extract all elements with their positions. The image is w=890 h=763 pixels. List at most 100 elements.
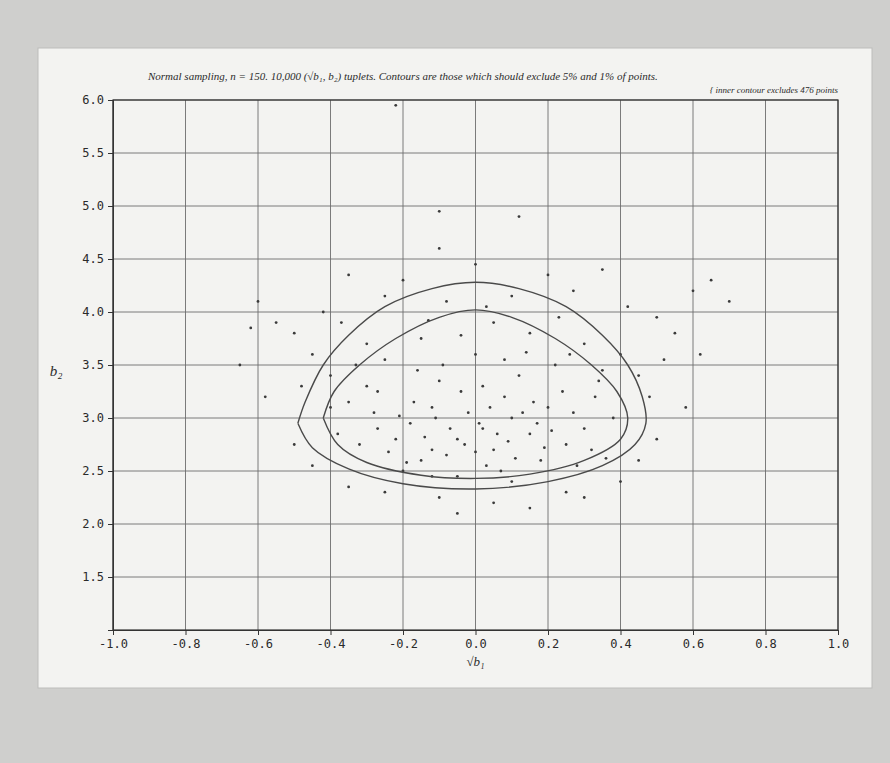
point: [405, 461, 408, 464]
point: [394, 438, 397, 441]
x-tick: 0.2: [538, 630, 560, 651]
point: [474, 451, 477, 454]
grid-line-y: [113, 259, 838, 260]
point: [402, 279, 405, 282]
chart: -1.0-0.8-0.6-0.4-0.20.00.20.40.60.81.01.…: [0, 0, 890, 763]
y-tick-label: 5.0: [82, 199, 104, 213]
grid-line-y: [113, 471, 838, 472]
point: [474, 353, 477, 356]
y-tick: 4.5: [82, 252, 113, 266]
x-tick: 0.8: [755, 630, 777, 651]
point: [438, 247, 441, 250]
y-tick-label: 2.0: [82, 517, 104, 531]
point: [692, 289, 695, 292]
x-tick-label: -0.2: [389, 637, 418, 651]
y-tick-label: 3.5: [82, 358, 104, 372]
point: [481, 385, 484, 388]
x-tick-label: -0.6: [244, 637, 273, 651]
point: [514, 457, 517, 460]
grid-line-y: [113, 206, 838, 207]
title: Normal sampling, n = 150. 10,000 (√b₁, b…: [147, 70, 658, 83]
x-tick-mark: [766, 630, 767, 635]
point: [478, 422, 481, 425]
x-tick: 0.0: [465, 630, 487, 651]
x-axis-title: √b₁: [466, 654, 484, 669]
point: [376, 390, 379, 393]
y-axis-title: b₂: [50, 363, 63, 379]
point: [441, 364, 444, 367]
grid-line-y: [113, 577, 838, 578]
grid: [113, 100, 838, 630]
contour: [298, 282, 646, 489]
x-tick: -0.4: [317, 630, 346, 651]
point: [648, 395, 651, 398]
y-tick-label: 3.0: [82, 411, 104, 425]
point: [655, 438, 658, 441]
point: [547, 274, 550, 277]
point: [387, 451, 390, 454]
y-tick-mark: [108, 365, 113, 366]
point: [496, 433, 499, 436]
y-axis: 1.52.02.53.03.54.04.55.05.56.0: [82, 93, 113, 630]
point: [728, 300, 731, 303]
point: [423, 436, 426, 439]
grid-line-y: [113, 418, 838, 419]
x-tick-label: 0.4: [610, 637, 632, 651]
point: [412, 401, 415, 404]
point: [394, 104, 397, 107]
point: [460, 390, 463, 393]
point: [590, 448, 593, 451]
point: [347, 401, 350, 404]
point: [485, 305, 488, 308]
point: [612, 417, 615, 420]
point: [597, 380, 600, 383]
x-tick: -0.8: [172, 630, 201, 651]
point: [572, 411, 575, 414]
x-tick-mark: [476, 630, 477, 635]
x-tick-mark: [838, 630, 839, 635]
point: [561, 390, 564, 393]
point: [673, 332, 676, 335]
point: [550, 429, 553, 432]
point: [510, 295, 513, 298]
point: [565, 491, 568, 494]
point: [474, 263, 477, 266]
point: [710, 279, 713, 282]
x-axis-line: [114, 631, 839, 636]
point: [583, 427, 586, 430]
grid-line-y: [113, 312, 838, 313]
point: [438, 380, 441, 383]
paper: [38, 48, 872, 688]
y-tick-label: 1.5: [82, 570, 104, 584]
y-tick-mark: [108, 418, 113, 419]
x-tick-mark: [331, 630, 332, 635]
point: [532, 401, 535, 404]
point: [547, 406, 550, 409]
x-tick-label: -1.0: [99, 637, 128, 651]
point: [449, 427, 452, 430]
point: [601, 369, 604, 372]
point: [518, 215, 521, 218]
point: [510, 417, 513, 420]
point: [601, 268, 604, 271]
point: [456, 512, 459, 515]
y-tick: 3.5: [82, 358, 113, 372]
y-tick-mark: [108, 577, 113, 578]
point: [329, 374, 332, 377]
point: [499, 470, 502, 473]
point: [663, 358, 666, 361]
point: [293, 443, 296, 446]
x-tick-label: 1.0: [828, 637, 850, 651]
point: [264, 395, 267, 398]
y-tick-label: 5.5: [82, 146, 104, 160]
point: [431, 448, 434, 451]
point: [576, 464, 579, 467]
point: [492, 321, 495, 324]
x-tick-mark: [258, 630, 259, 635]
point: [398, 414, 401, 417]
point: [521, 411, 524, 414]
point: [420, 459, 423, 462]
y-tick: 5.5: [82, 146, 113, 160]
point: [492, 448, 495, 451]
point: [249, 327, 252, 330]
